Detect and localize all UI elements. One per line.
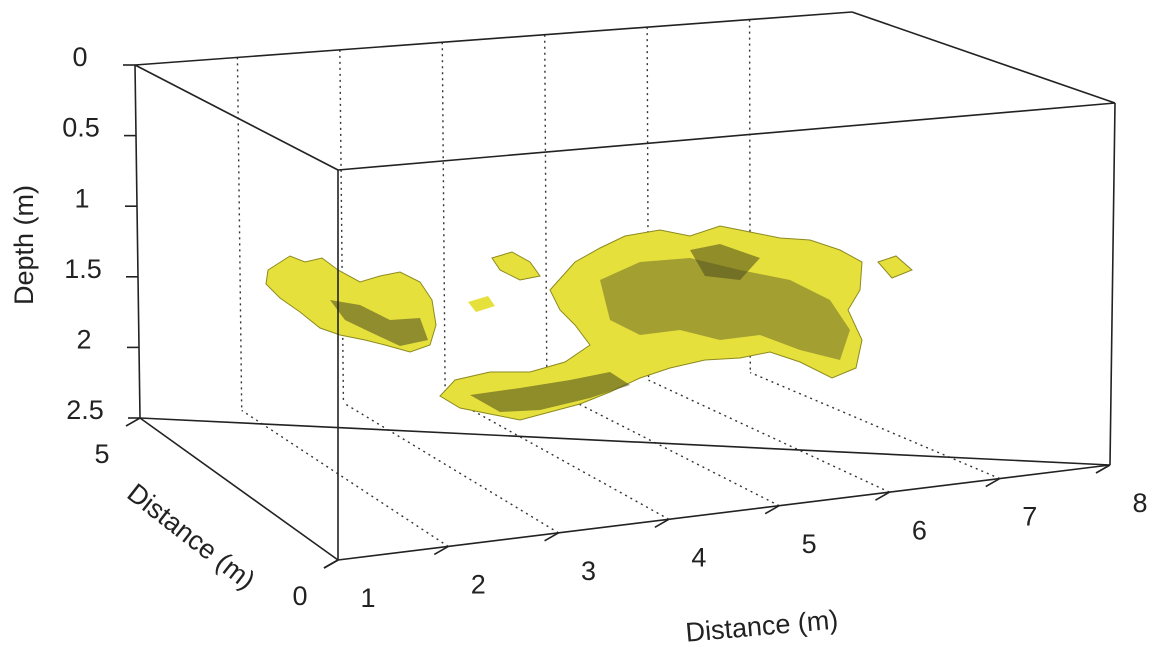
box-edge <box>337 102 1116 171</box>
box-edge <box>139 417 339 561</box>
box-edge <box>851 11 1116 104</box>
tick-mark <box>654 518 670 528</box>
y-tick-label: 5 <box>94 439 109 469</box>
tick-mark <box>985 477 1001 488</box>
z-axis-label: Depth (m) <box>9 185 39 305</box>
x-tick-label: 4 <box>691 542 706 572</box>
x-axis-label: Distance (m) <box>684 605 839 647</box>
z-tick-label: 0.5 <box>62 113 100 143</box>
x-tick-label: 2 <box>471 570 486 600</box>
box-edge <box>1109 102 1116 466</box>
tick-mark <box>1095 464 1111 474</box>
tick-mark <box>875 491 890 501</box>
box-edge <box>337 464 1111 561</box>
grid-line <box>339 49 345 403</box>
x-tick-label: 7 <box>1022 502 1037 532</box>
grid-line <box>343 402 559 534</box>
y-axis-label: Distance (m) <box>122 478 261 596</box>
x-tick-label: 8 <box>1132 488 1147 518</box>
tick-mark <box>433 545 449 556</box>
grid-line <box>750 371 1000 480</box>
z-tick-label: 2 <box>76 325 91 355</box>
y-tick-label: 0 <box>292 581 307 611</box>
z-tick-label: 1.5 <box>64 254 102 284</box>
x-tick-label: 5 <box>802 529 817 559</box>
grid-line <box>444 394 670 520</box>
grid-line <box>544 34 548 388</box>
box-edge <box>134 64 339 171</box>
tick-mark <box>764 505 780 515</box>
z-tick-label: 1 <box>74 183 89 213</box>
grid-line <box>236 57 243 411</box>
isosurface <box>265 225 913 421</box>
z-tick-label: 2.5 <box>66 395 104 425</box>
box-edge <box>139 417 1111 466</box>
z-tick-label: 0 <box>72 42 87 72</box>
box-edge <box>134 64 141 419</box>
x-tick-label: 6 <box>912 515 927 545</box>
grid-line <box>441 42 446 396</box>
grid-line <box>648 379 890 493</box>
box-edge <box>134 11 853 66</box>
grid-line <box>546 387 780 507</box>
tick-mark <box>544 532 559 542</box>
x-tick-label: 3 <box>581 556 596 586</box>
x-tick-label: 1 <box>360 583 375 613</box>
tick-mark <box>323 559 339 569</box>
tick-mark <box>125 417 141 427</box>
